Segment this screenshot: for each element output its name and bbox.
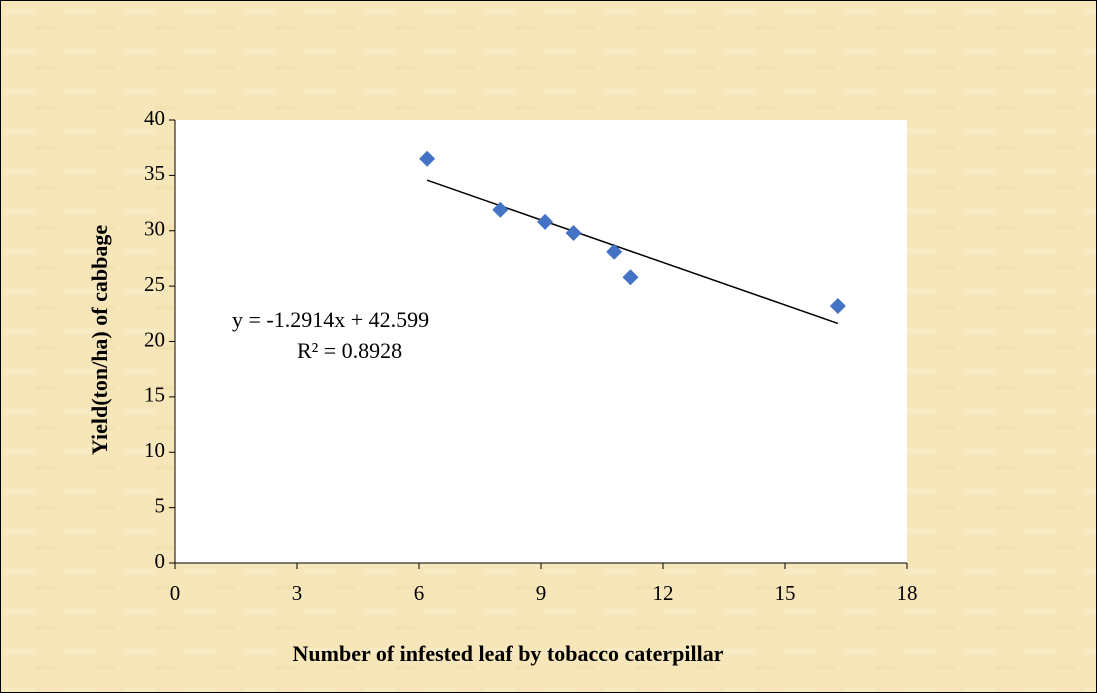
point [492,201,509,218]
y-tick-label: 10 [144,438,165,462]
x-tick-label: 0 [170,581,181,605]
point [606,243,623,260]
y-tick-label: 25 [144,272,165,296]
x-axis-title: Number of infested leaf by tobacco cater… [293,641,724,666]
y-tick-label: 40 [144,106,165,130]
y-tick-label: 0 [155,549,166,573]
x-tick-label: 15 [775,581,796,605]
x-tick-label: 9 [536,581,547,605]
y-axis-title: Yield(ton/ha) of cabbage [87,225,112,455]
point [419,150,436,167]
plot-area [175,120,907,563]
x-tick-label: 6 [414,581,425,605]
y-tick-label: 15 [144,383,165,407]
y-tick-label: 20 [144,327,165,351]
x-tick-label: 3 [292,581,303,605]
y-tick-label: 30 [144,217,165,241]
y-tick-label: 5 [155,493,166,517]
point [829,298,846,315]
point [565,224,582,241]
x-tick-label: 12 [653,581,674,605]
point [537,213,554,230]
point [622,269,639,286]
y-tick-label: 35 [144,161,165,185]
trendline [426,179,839,325]
equation: y = -1.2914x + 42.599 [232,307,429,332]
r-squared: R² = 0.8928 [297,338,402,363]
x-tick-label: 18 [897,581,918,605]
